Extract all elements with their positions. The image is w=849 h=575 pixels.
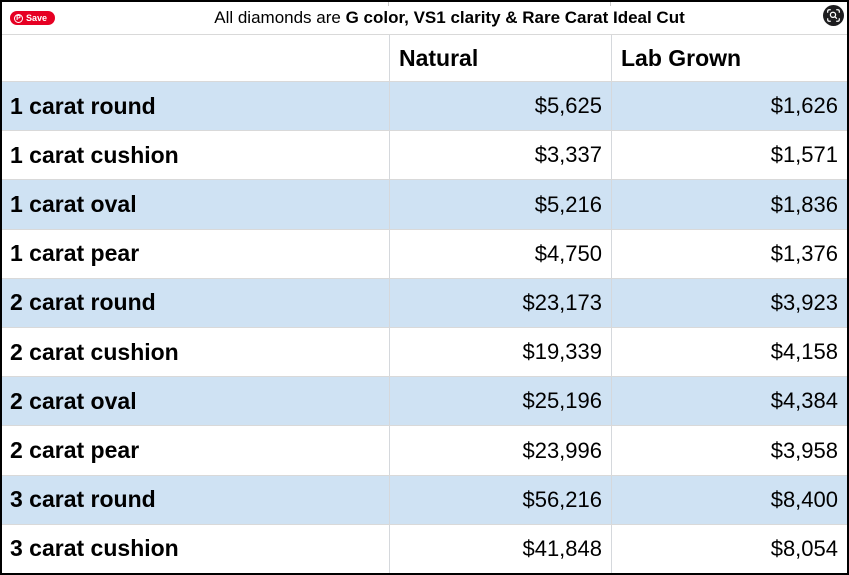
table-row: 2 carat round $23,173 $3,923 — [2, 278, 847, 329]
pinterest-icon: P — [14, 13, 23, 23]
lab-grown-price: $1,836 — [611, 180, 847, 229]
natural-price: $56,216 — [389, 475, 611, 524]
table-row: 2 carat oval $25,196 $4,384 — [2, 377, 847, 427]
lab-grown-price: $1,376 — [611, 229, 847, 278]
table-row: 3 carat round $56,216 $8,400 — [2, 475, 847, 525]
lab-grown-price: $3,958 — [611, 426, 847, 475]
row-label: 1 carat cushion — [10, 141, 179, 168]
lab-grown-price: $1,571 — [611, 131, 847, 180]
table-row: 1 carat oval $5,216 $1,836 — [2, 180, 847, 230]
lab-grown-price: $4,158 — [611, 328, 847, 377]
page-title: All diamonds are G color, VS1 clarity & … — [214, 8, 685, 28]
natural-price: $4,750 — [389, 229, 611, 278]
header-cell-lab-grown: Lab Grown — [611, 35, 847, 81]
column-border-stub — [610, 2, 611, 6]
natural-price: $25,196 — [389, 377, 611, 426]
row-label: 1 carat pear — [10, 240, 140, 267]
table-row: 1 carat cushion $3,337 $1,571 — [2, 131, 847, 181]
table-header-row: Natural Lab Grown — [2, 35, 847, 82]
table-body: 1 carat round $5,625 $1,626 1 carat cush… — [2, 82, 847, 573]
row-label: 2 carat round — [10, 289, 156, 316]
header-cell-shape — [2, 35, 389, 81]
table-row: 3 carat cushion $41,848 $8,054 — [2, 524, 847, 573]
row-label: 2 carat pear — [10, 437, 140, 464]
row-label: 3 carat round — [10, 486, 156, 513]
visual-search-button[interactable] — [823, 5, 844, 26]
row-label: 2 carat oval — [10, 387, 137, 414]
title-bar: P Save All diamonds are G color, VS1 cla… — [2, 2, 847, 35]
title-prefix: All diamonds are — [214, 8, 346, 27]
natural-price: $41,848 — [389, 524, 611, 573]
lab-grown-price: $1,626 — [611, 82, 847, 131]
table-row: 1 carat round $5,625 $1,626 — [2, 82, 847, 132]
table-row: 2 carat cushion $19,339 $4,158 — [2, 328, 847, 378]
natural-price: $19,339 — [389, 328, 611, 377]
row-label: 1 carat round — [10, 92, 156, 119]
save-button-label: Save — [26, 12, 48, 23]
row-label: 1 carat oval — [10, 191, 137, 217]
natural-price: $23,996 — [389, 426, 611, 475]
table-row: 2 carat pear $23,996 $3,958 — [2, 426, 847, 476]
column-border-stub — [388, 2, 389, 6]
lab-grown-price: $3,923 — [611, 278, 847, 328]
natural-price: $5,216 — [389, 180, 611, 229]
title-bold-part: G color, VS1 clarity & Rare Carat Ideal … — [345, 8, 685, 27]
natural-price: $3,337 — [389, 131, 611, 180]
lab-grown-price: $4,384 — [611, 377, 847, 426]
header-cell-natural: Natural — [389, 35, 611, 81]
lab-grown-price: $8,054 — [611, 524, 847, 573]
row-label: 3 carat cushion — [10, 535, 179, 562]
row-label: 2 carat cushion — [10, 338, 179, 365]
natural-price: $5,625 — [389, 82, 611, 131]
table-row: 1 carat pear $4,750 $1,376 — [2, 229, 847, 279]
natural-price: $23,173 — [389, 278, 611, 328]
pinterest-save-button[interactable]: P Save — [10, 11, 56, 25]
lab-grown-price: $8,400 — [611, 475, 847, 524]
visual-search-lens-icon — [823, 5, 844, 26]
